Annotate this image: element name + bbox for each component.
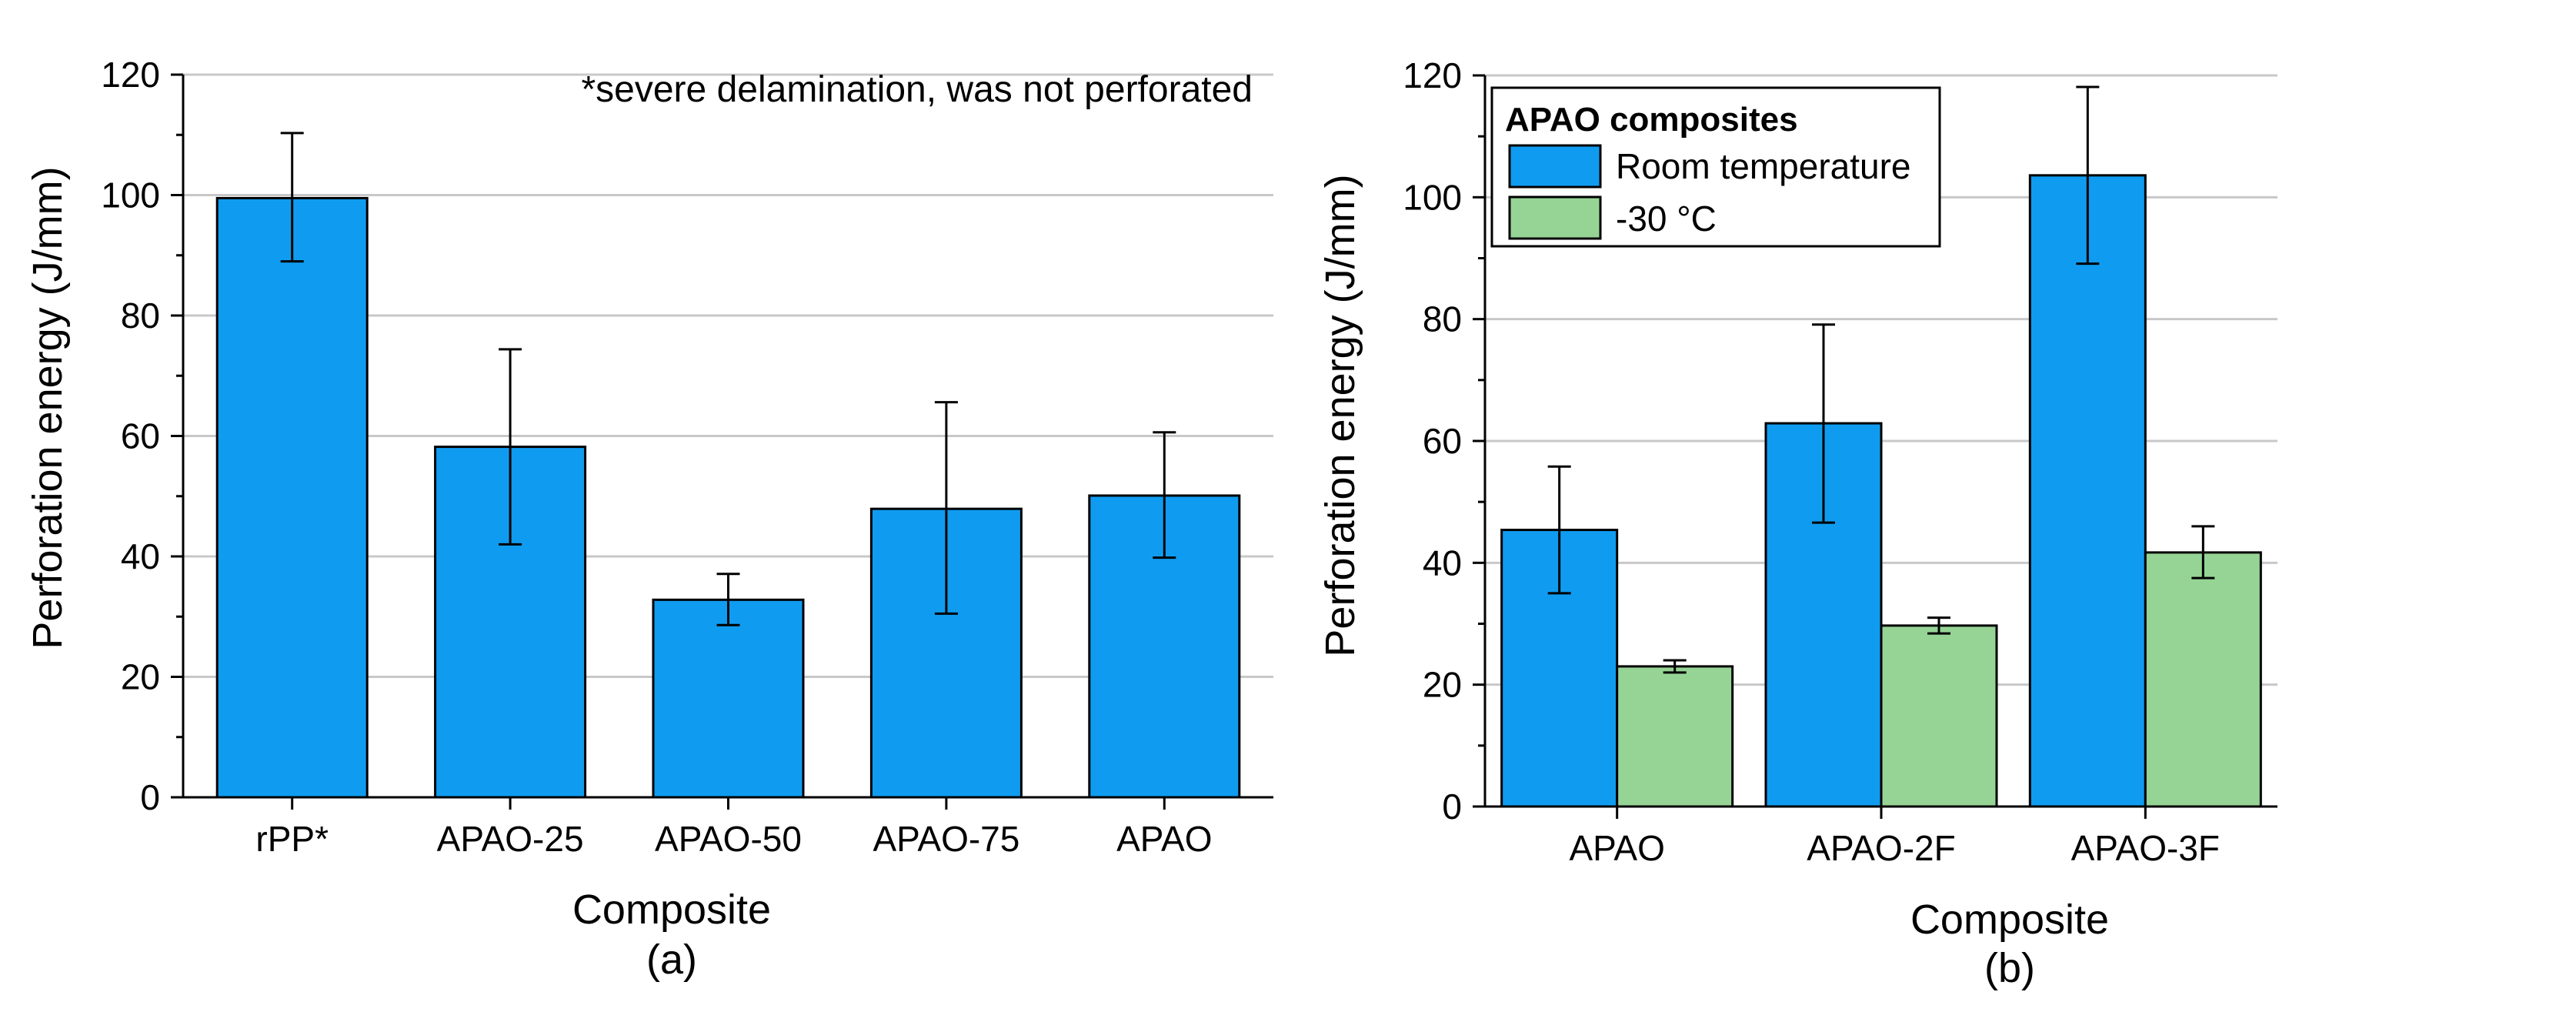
chart-b-y-tick-label: 0 <box>1442 787 1462 827</box>
legend-swatch-room-temperature <box>1508 144 1602 189</box>
chart-a-y-tick-label: 100 <box>101 175 160 215</box>
legend-swatch-minus-30 <box>1508 195 1602 240</box>
legend-label-room-temperature: Room temperature <box>1616 146 1911 186</box>
chart-a-annotation: *severe delamination, was not perforated <box>581 69 1253 110</box>
chart-a-x-tick-label-apao: APAO <box>1116 819 1212 859</box>
chart-b-legend: APAO composites Room temperature -30 °C <box>1490 86 1941 248</box>
chart-b-y-tick-label: 100 <box>1403 177 1462 217</box>
chart-b-ticks: 0 20 40 60 80 100 120 APAO APAO-2F APAO-3F <box>1403 55 2220 868</box>
chart-a: 0 20 40 60 80 100 120 rPP* APAO-25 APAO-50 APAO-75… <box>25 55 1273 983</box>
chart-b-x-tick-label-apao: APAO <box>1569 828 1664 868</box>
chart-b: 0 20 40 60 80 100 120 APAO APAO-2F APAO-3F Perfor… <box>1317 55 2277 991</box>
chart-b-panel-label: (b) <box>1984 945 2035 991</box>
chart-a-y-axis-label: Perforation energy (J/mm) <box>25 166 71 649</box>
chart-b-error-bars <box>1547 85 2215 674</box>
chart-b-bar-room-temperature-apao-3f <box>2028 174 2147 808</box>
chart-a-bars <box>215 196 1241 799</box>
chart-b-y-tick-label: 120 <box>1403 55 1462 95</box>
chart-a-bar-perforation-energy-apao-50 <box>652 598 805 799</box>
chart-b-bar-30-c-apao-3f <box>2144 551 2262 808</box>
chart-a-ticks: 0 20 40 60 80 100 120 rPP* APAO-25 APAO-50 APAO-75… <box>101 55 1212 859</box>
chart-b-x-axis-label: Composite <box>1910 897 2109 943</box>
legend-label-minus-30: -30 °C <box>1616 199 1717 239</box>
chart-a-y-tick-label: 20 <box>121 657 160 697</box>
chart-b-bars <box>1500 174 2262 808</box>
chart-a-x-axis-label: Composite <box>572 887 771 933</box>
chart-b-y-tick-label: 60 <box>1423 421 1462 461</box>
chart-a-panel-label: (a) <box>646 937 697 983</box>
chart-b-bar-30-c-apao <box>1616 665 1734 808</box>
chart-b-x-tick-label-apao-2f: APAO-2F <box>1807 828 1955 868</box>
chart-a-x-tick-label-apao-50: APAO-50 <box>655 819 802 859</box>
chart-a-x-tick-label-apao-75: APAO-75 <box>873 819 1019 859</box>
chart-a-x-tick-label-apao-25: APAO-25 <box>437 819 584 859</box>
legend-title: APAO composites <box>1505 101 1798 139</box>
chart-a-y-tick-label: 0 <box>140 777 160 817</box>
chart-b-y-tick-label: 20 <box>1423 665 1462 705</box>
chart-a-y-tick-label: 40 <box>121 536 160 576</box>
chart-a-y-tick-label: 80 <box>121 296 160 336</box>
chart-b-y-axis-label: Perforation energy (J/mm) <box>1317 174 1363 656</box>
chart-b-x-tick-label-apao-3f: APAO-3F <box>2071 828 2220 868</box>
chart-b-bar-30-c-apao-2f <box>1880 624 1998 808</box>
chart-a-error-bars <box>280 132 1176 626</box>
chart-b-y-tick-label: 80 <box>1423 299 1462 339</box>
chart-a-bar-perforation-energy-rpp <box>215 196 369 799</box>
chart-a-y-tick-label: 60 <box>121 416 160 456</box>
chart-a-y-tick-label: 120 <box>101 55 160 95</box>
chart-a-x-tick-label-rpp: rPP* <box>255 819 329 859</box>
chart-b-y-tick-label: 40 <box>1423 543 1462 583</box>
